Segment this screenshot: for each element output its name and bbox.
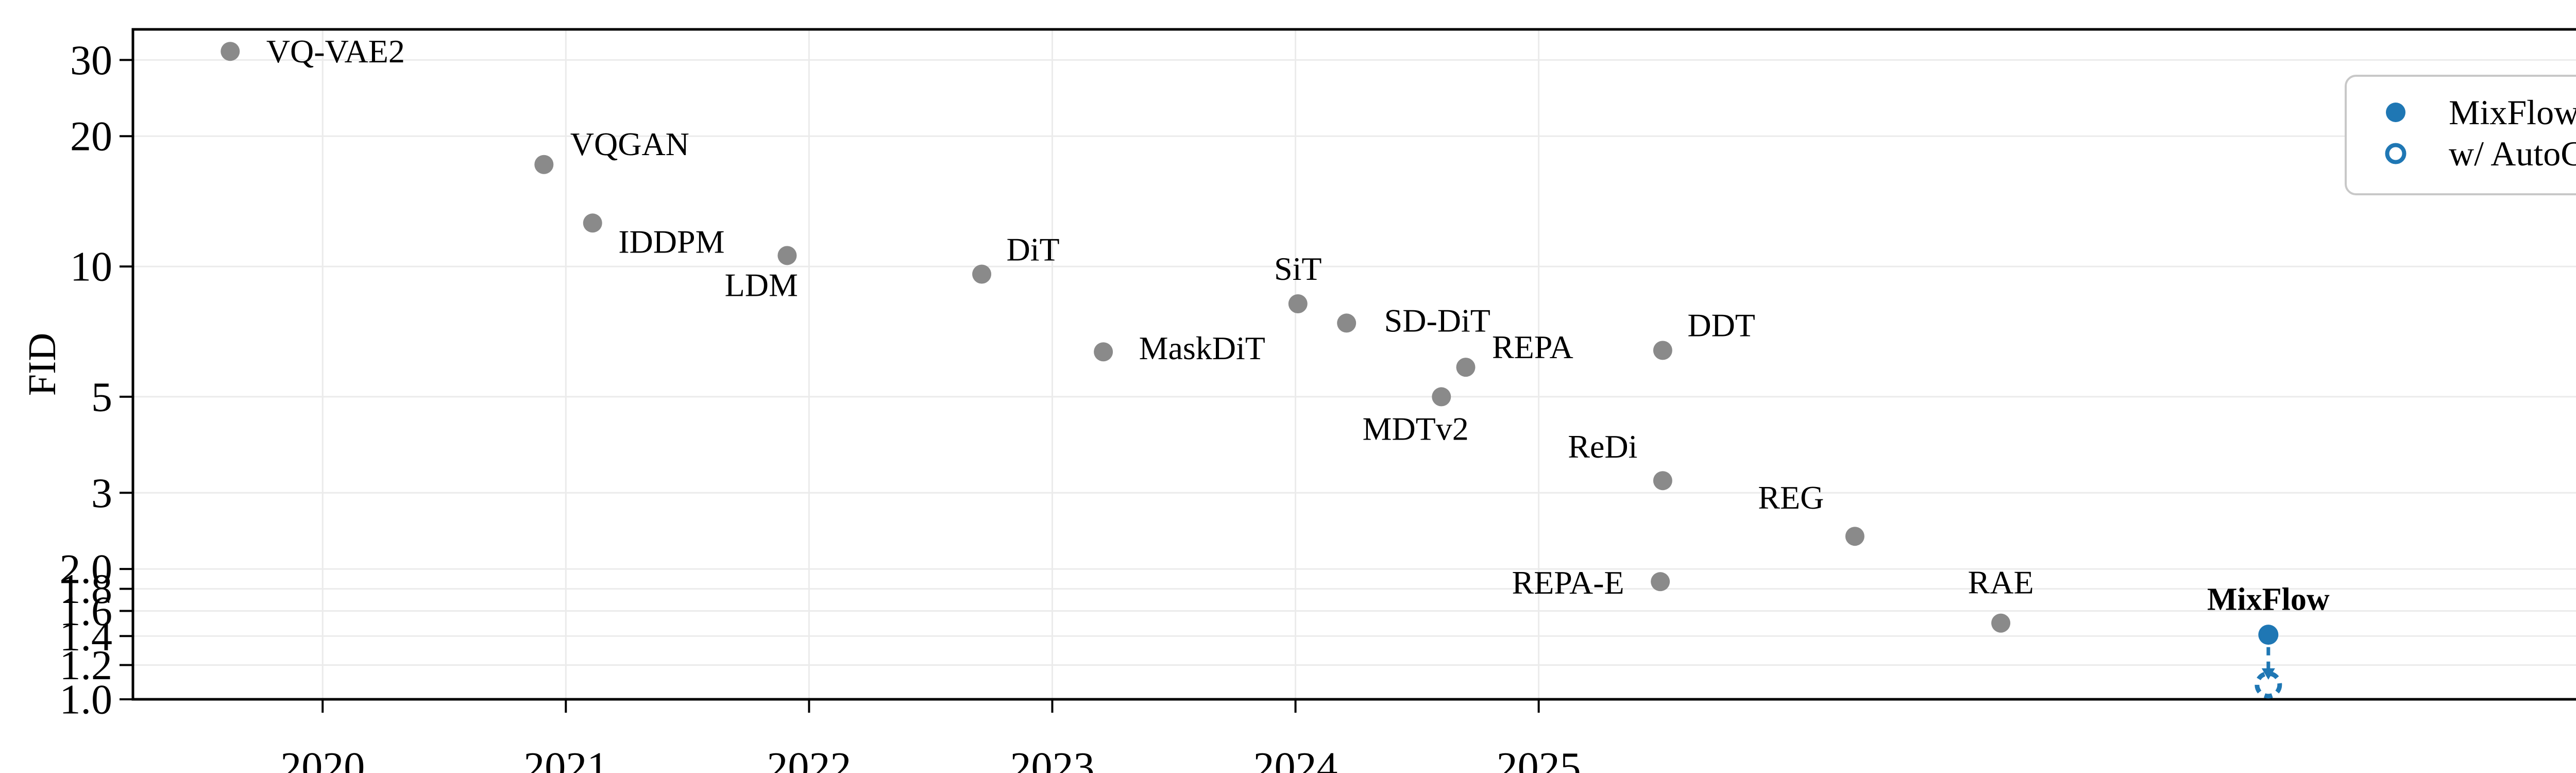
point-label: IDDPM [618, 223, 724, 260]
data-point-rae [1991, 613, 2011, 633]
data-point-sd-dit [1337, 313, 1357, 333]
data-point-ldm [777, 246, 797, 265]
y-tick-label: 10 [70, 243, 112, 290]
data-point-mdtv2 [1432, 387, 1451, 407]
guidance-arrow-head [2261, 668, 2275, 680]
annotations [2261, 647, 2275, 680]
point-label: SD-DiT [1384, 302, 1490, 339]
point-label: REPA-E [1512, 564, 1624, 601]
x-tick-label: 2025 [1497, 743, 1581, 773]
data-point-iddpm [583, 213, 602, 233]
data-point-reg [1845, 527, 1865, 546]
point-label: MaskDiT [1139, 330, 1265, 366]
point-label: RAE [1968, 564, 2034, 601]
point-label: VQGAN [570, 126, 689, 162]
point-label: LDM [725, 266, 798, 303]
data-point-repa [1456, 358, 1476, 377]
legend-item-label: w/ AutoGuidance [2449, 134, 2576, 173]
data-point-vqgan [534, 155, 554, 174]
x-tick-label: 2022 [767, 743, 851, 773]
data-point-repa-e [1651, 572, 1670, 592]
data-point-redi [1653, 471, 1672, 491]
y-tick-label: 5 [91, 373, 112, 420]
point-label: ReDi [1568, 428, 1637, 465]
y-tick-label: 1.6 [60, 587, 113, 634]
x-tick-label: 2023 [1010, 743, 1094, 773]
y-axis-label: FID [21, 333, 64, 396]
y-tick-label: 3 [91, 469, 112, 516]
point-label: DiT [1007, 231, 1060, 267]
y-tick-label: 2.0 [60, 546, 113, 593]
legend: MixFlow (Ours)w/ AutoGuidance [2345, 75, 2576, 195]
x-tick-label: 2020 [280, 743, 365, 773]
legend-item-mixflow: MixFlow (Ours) [2386, 93, 2576, 132]
y-tick-label: 1.0 [60, 676, 113, 723]
point-label: MDTv2 [1363, 410, 1469, 447]
data-point-autoguidance [2255, 671, 2282, 699]
data-point-vq-vae2 [221, 42, 240, 61]
x-tick-label: 2024 [1253, 743, 1338, 773]
y-tick-label: 1.4 [60, 613, 113, 660]
data-point-ddt [1653, 341, 1672, 360]
y-tick-label: 1.8 [60, 565, 113, 612]
x-tick-label: 2021 [523, 743, 608, 773]
legend-filled-circle-marker [2386, 103, 2405, 122]
plot-border [131, 28, 2576, 701]
axes: 30 20 10 5 3 2.01.81.61.41.21.0 2020 2021 2022 20… [60, 28, 2576, 773]
y-tick-label: 1.2 [60, 642, 113, 688]
data-point-maskdit [1094, 342, 1113, 362]
legend-item-label: MixFlow (Ours) [2449, 93, 2576, 132]
legend-box [2345, 75, 2576, 195]
point-label: VQ-VAE2 [266, 33, 405, 70]
y-tick-label: 30 [70, 37, 112, 83]
y-tick-label: 20 [70, 113, 112, 160]
point-label: SiT [1274, 250, 1321, 287]
point-label: DDT [1687, 307, 1755, 343]
legend-open-circle-marker [2385, 143, 2406, 164]
point-label: REG [1758, 479, 1824, 516]
data-point-sit [1288, 294, 1308, 313]
data-point-mixflow [2258, 625, 2279, 645]
legend-item-autoguidance: w/ AutoGuidance [2385, 134, 2576, 173]
gridlines [133, 29, 2576, 699]
point-label: REPA [1492, 329, 1573, 365]
data-point-dit [972, 264, 992, 284]
point-label: MixFlow [2207, 582, 2330, 617]
